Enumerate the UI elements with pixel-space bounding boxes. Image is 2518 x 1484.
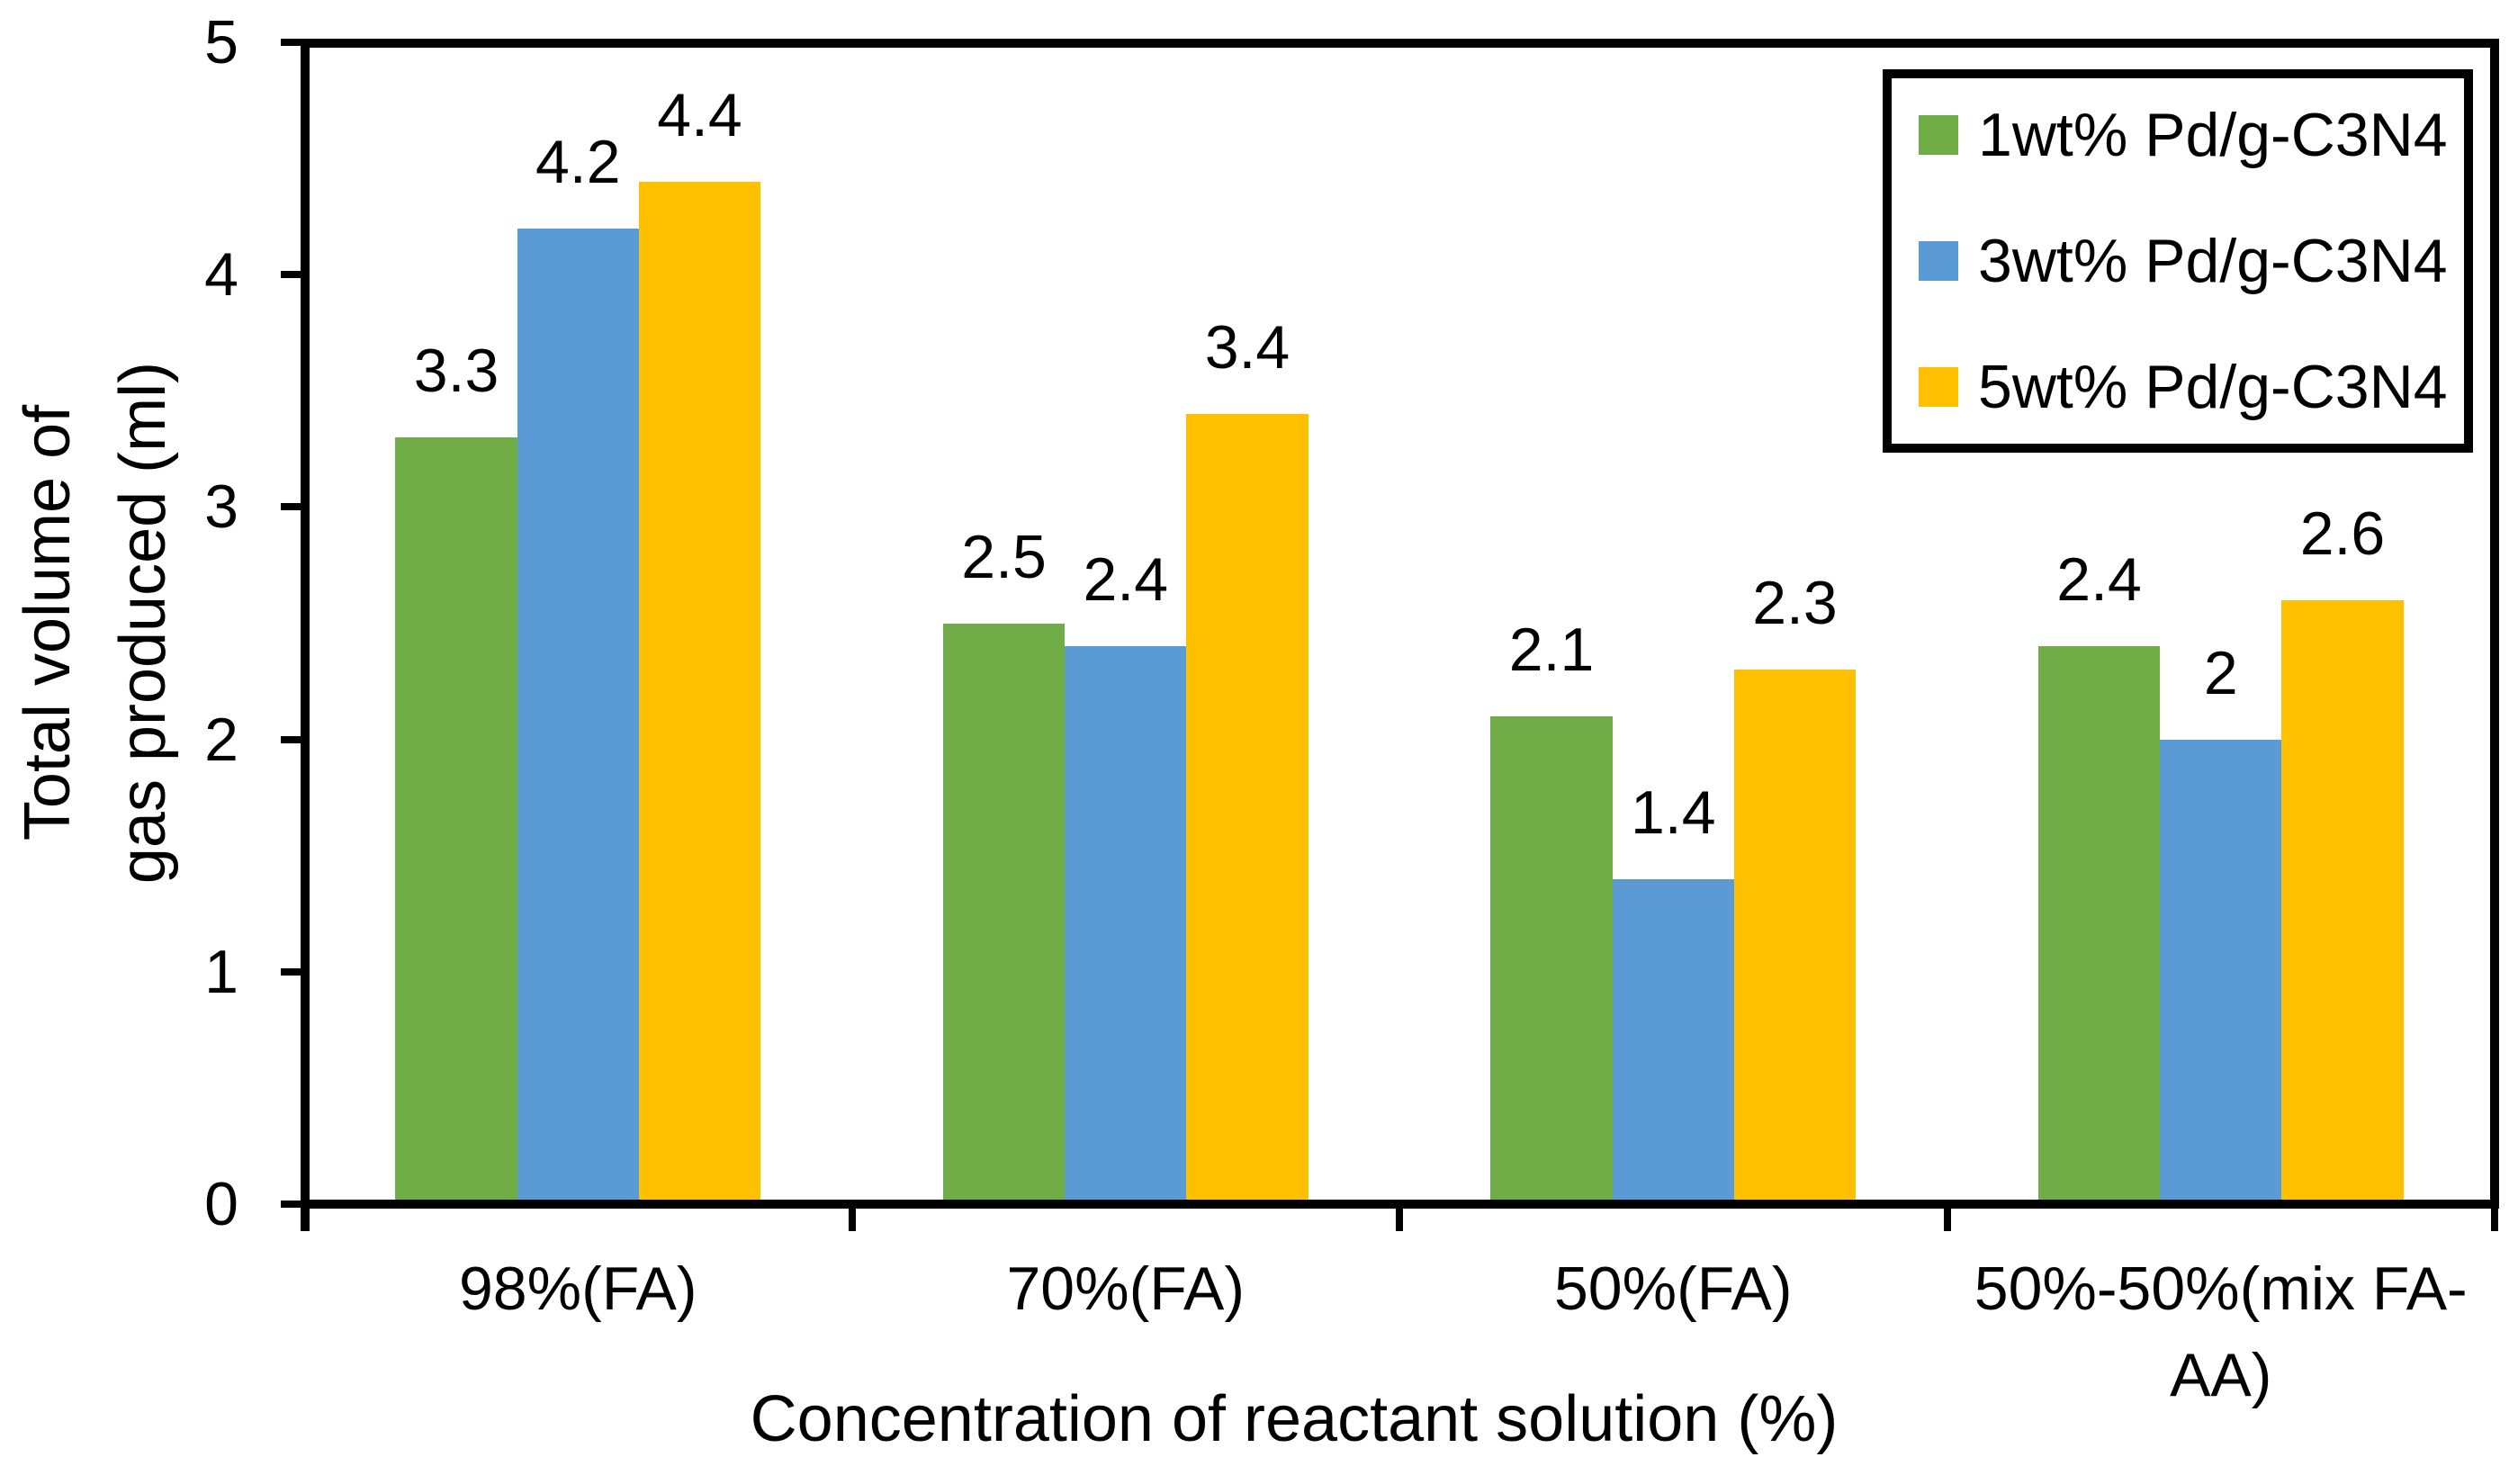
bar-value-label: 2.1	[1508, 615, 1595, 684]
legend-item-5wt-pd-g-c3n4: 5wt% Pd/g-C3N4	[1919, 353, 2448, 421]
x-category-label-line: 50%(FA)	[1553, 1255, 1793, 1323]
x-category-label-line: 98%(FA)	[458, 1255, 697, 1323]
bar-value-label: 2.3	[1752, 569, 1838, 638]
bar-3wt-pd-g-c3n4-50-50-mix-fa-aa	[2160, 739, 2282, 1204]
bar-value-label: 2.5	[961, 522, 1047, 591]
legend-label: 5wt% Pd/g-C3N4	[1978, 353, 2448, 421]
y-tick	[281, 967, 304, 976]
y-axis-title-line-1: Total volume of	[12, 404, 84, 841]
bar-1wt-pd-g-c3n4-98-fa	[395, 436, 517, 1204]
bar-5wt-pd-g-c3n4-50-50-mix-fa-aa	[2281, 599, 2404, 1204]
bar-value-label: 2.4	[2056, 545, 2142, 615]
y-axis-title: Total volume of gas produced (ml)	[0, 0, 191, 1253]
bar-1wt-pd-g-c3n4-50-50-mix-fa-aa	[2037, 646, 2161, 1204]
bar-1wt-pd-g-c3n4-70-fa	[942, 623, 1066, 1204]
bar-1wt-pd-g-c3n4-50-fa	[1490, 715, 1613, 1204]
bar-3wt-pd-g-c3n4-98-fa	[517, 228, 639, 1204]
legend-label: 3wt% Pd/g-C3N4	[1978, 227, 2448, 295]
bar-5wt-pd-g-c3n4-98-fa	[638, 181, 761, 1204]
x-tick	[848, 1204, 856, 1231]
x-category-label-line: 50%-50%(mix FA-	[1974, 1255, 2468, 1323]
bar-value-label: 2.6	[2299, 499, 2386, 568]
x-tick	[301, 1204, 308, 1231]
plot-area: 3.3 2.5 2.1 2.4 4.2 2.4 1.4 2 4.4 3.4 2.3 2.6	[304, 42, 2495, 1204]
legend-swatch-1wt-pd-g-c3n4	[1919, 115, 1958, 155]
y-tick-label: 4	[204, 240, 238, 310]
bar-value-label: 4.4	[657, 80, 742, 149]
bar-value-label: 3.3	[413, 336, 499, 405]
y-tick	[281, 271, 304, 279]
x-axis-title: Concentration of reactant solution (%)	[750, 1383, 1839, 1455]
y-tick	[281, 503, 304, 511]
y-tick-label: 3	[204, 472, 238, 542]
bar-value-label: 2.4	[1083, 545, 1169, 615]
x-category-label-50-50-mix-fa-aa: 50%-50%(mix FA- AA)	[1933, 1246, 2509, 1418]
legend-item-3wt-pd-g-c3n4: 3wt% Pd/g-C3N4	[1919, 227, 2448, 295]
x-category-label-70-fa: 70%(FA)	[838, 1246, 1414, 1332]
x-category-label-line: 70%(FA)	[1006, 1255, 1246, 1323]
legend-label: 1wt% Pd/g-C3N4	[1978, 101, 2448, 169]
y-tick	[281, 1201, 304, 1208]
y-tick-label: 0	[204, 1170, 238, 1238]
bar-value-label: 2	[2203, 638, 2238, 707]
bar-value-label: 3.4	[1204, 313, 1290, 382]
y-tick-label: 2	[204, 705, 238, 774]
x-category-label-98-fa: 98%(FA)	[290, 1246, 866, 1332]
y-tick	[281, 39, 304, 46]
y-tick	[281, 735, 304, 743]
legend-swatch-3wt-pd-g-c3n4	[1919, 241, 1958, 281]
legend-box: 1wt% Pd/g-C3N4 3wt% Pd/g-C3N4 5wt% Pd/g-C3…	[1883, 69, 2473, 453]
y-tick-label: 5	[204, 8, 238, 76]
x-tick	[2491, 1204, 2498, 1231]
bar-3wt-pd-g-c3n4-50-fa	[1612, 878, 1734, 1204]
x-tick	[1396, 1204, 1403, 1231]
plot-top-border	[301, 39, 2499, 48]
legend-swatch-5wt-pd-g-c3n4	[1919, 367, 1958, 407]
plot-right-border	[2490, 39, 2499, 1209]
legend-item-1wt-pd-g-c3n4: 1wt% Pd/g-C3N4	[1919, 101, 2448, 169]
x-category-label-50-fa: 50%(FA)	[1385, 1246, 1961, 1332]
y-axis-line	[301, 39, 310, 1231]
y-tick-label: 1	[204, 937, 238, 1006]
x-tick	[1943, 1204, 1951, 1231]
bar-value-label: 1.4	[1630, 778, 1716, 847]
y-axis-title-line-2: gas produced (ml)	[107, 361, 179, 885]
bar-value-label: 4.2	[535, 127, 621, 196]
bar-5wt-pd-g-c3n4-70-fa	[1186, 414, 1308, 1204]
bar-5wt-pd-g-c3n4-50-fa	[1733, 670, 1857, 1204]
x-category-label-line: AA)	[2170, 1341, 2272, 1409]
bar-3wt-pd-g-c3n4-70-fa	[1065, 646, 1187, 1204]
